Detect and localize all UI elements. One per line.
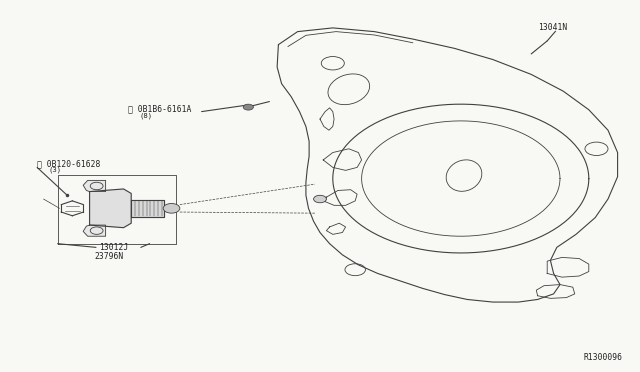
Text: (3): (3) bbox=[49, 167, 62, 173]
Polygon shape bbox=[131, 200, 164, 217]
Text: (8): (8) bbox=[140, 113, 153, 119]
Polygon shape bbox=[83, 225, 106, 236]
Text: Ⓑ 0B120-61628: Ⓑ 0B120-61628 bbox=[37, 159, 100, 168]
Text: 13012J: 13012J bbox=[99, 243, 129, 252]
Circle shape bbox=[163, 203, 180, 213]
Text: 13041N: 13041N bbox=[538, 23, 567, 32]
Polygon shape bbox=[90, 189, 131, 228]
Text: Ⓑ 0B1B6-6161A: Ⓑ 0B1B6-6161A bbox=[128, 105, 191, 113]
Text: R1300096: R1300096 bbox=[583, 353, 622, 362]
Text: 23796N: 23796N bbox=[95, 252, 124, 261]
Polygon shape bbox=[83, 180, 106, 192]
Circle shape bbox=[243, 104, 253, 110]
Circle shape bbox=[314, 195, 326, 203]
